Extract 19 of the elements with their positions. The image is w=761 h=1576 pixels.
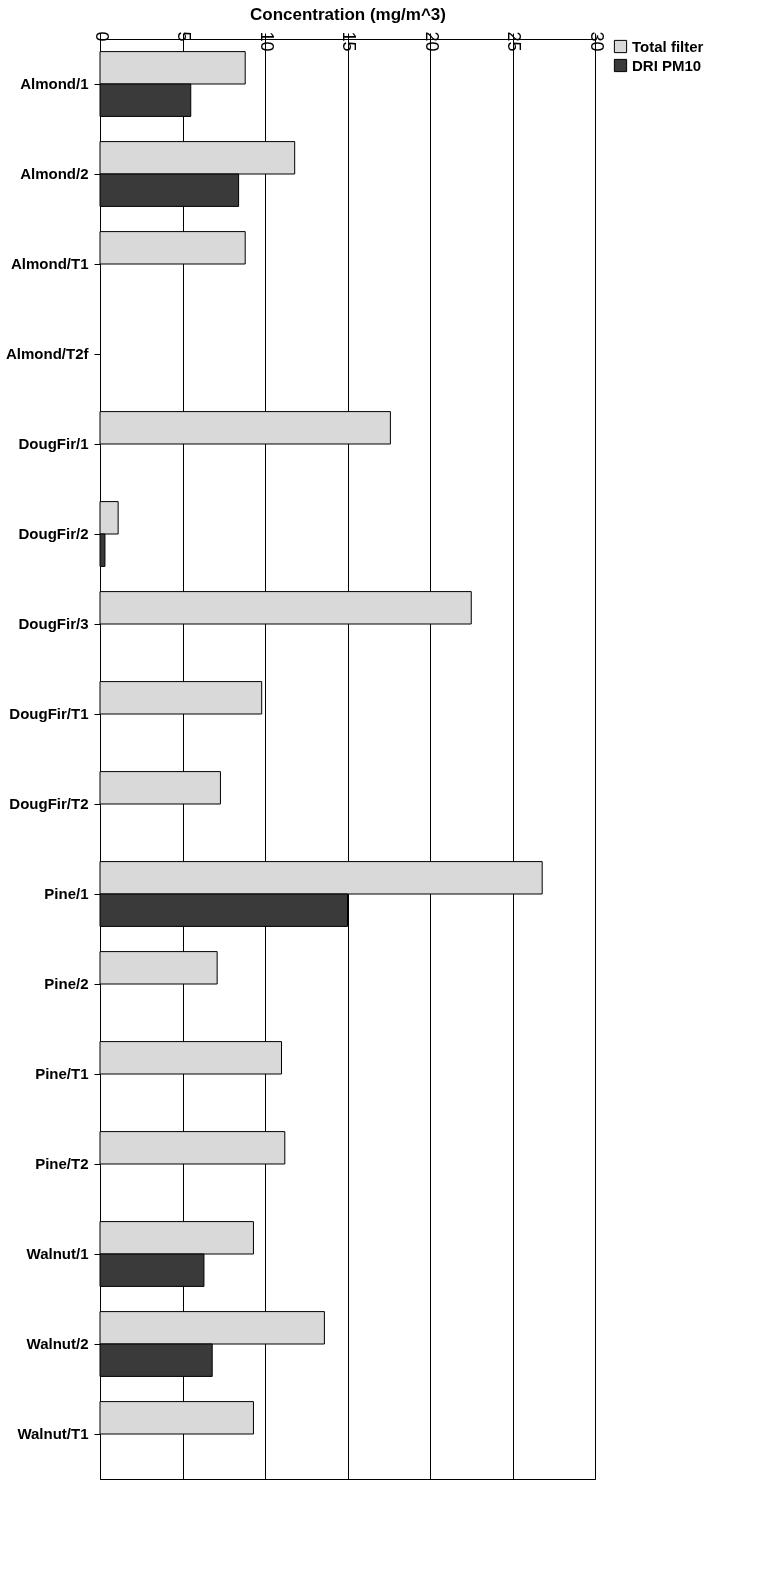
y-tick-label: Pine/T1 xyxy=(35,1065,89,1082)
y-tick-label: Walnut/T1 xyxy=(17,1425,89,1442)
x-axis-title: Concentration (mg/m^3) xyxy=(250,4,446,24)
y-tick-label: Walnut/2 xyxy=(26,1335,89,1352)
legend-label: Total filter xyxy=(632,37,704,55)
y-tick-label: Almond/T2f xyxy=(6,345,90,362)
y-tick-label: DougFir/T2 xyxy=(9,795,89,812)
y-tick-label: Almond/1 xyxy=(20,75,89,92)
y-tick-label: DougFir/1 xyxy=(18,435,89,452)
y-tick-label: Walnut/1 xyxy=(26,1245,89,1262)
y-tick-label: Almond/2 xyxy=(20,165,89,182)
y-tick-label: DougFir/T1 xyxy=(9,705,89,722)
y-tick-label: Pine/1 xyxy=(44,885,89,902)
y-tick-label: Almond/T1 xyxy=(11,255,89,272)
y-tick-label: DougFir/2 xyxy=(18,525,89,542)
y-tick-label: Pine/2 xyxy=(44,975,89,992)
legend-label: DRI PM10 xyxy=(632,56,702,74)
y-tick-label: Pine/T2 xyxy=(35,1155,89,1172)
y-tick-label: DougFir/3 xyxy=(18,615,89,632)
